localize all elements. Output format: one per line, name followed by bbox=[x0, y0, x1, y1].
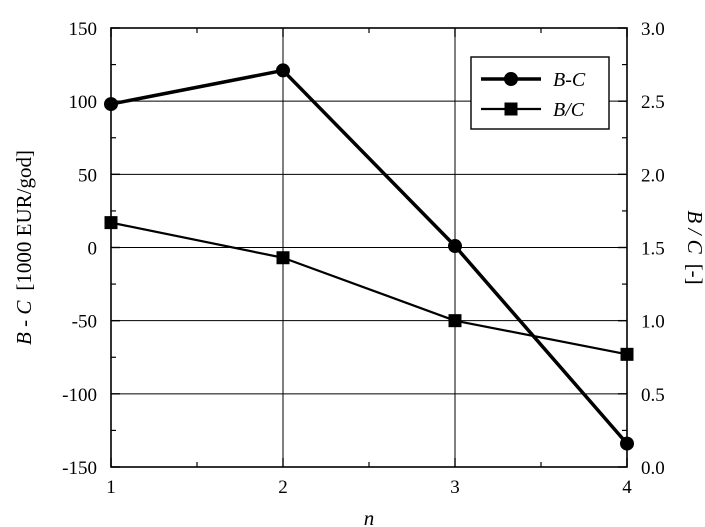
data-point-square bbox=[276, 251, 290, 265]
ticks: 1 2 3 4 -150 -100 -50 0 50 100 150 0.0 0.5 1.0 1.5 2.0 2… bbox=[62, 19, 665, 498]
legend-label: B/C bbox=[553, 99, 585, 121]
y-left-tick-label: -150 bbox=[62, 458, 97, 479]
series-b-over-c bbox=[104, 216, 634, 361]
legend-box bbox=[470, 56, 610, 130]
y-left-tick-label: 50 bbox=[78, 165, 97, 186]
legend: B-C B/C bbox=[470, 56, 610, 130]
y-right-tick-label: 0.0 bbox=[641, 458, 665, 479]
grid bbox=[111, 28, 627, 467]
x-tick-label: 3 bbox=[450, 477, 460, 498]
x-tick-label: 4 bbox=[622, 477, 632, 498]
series-b-minus-c bbox=[104, 63, 634, 451]
data-point-square bbox=[448, 314, 462, 328]
y-left-title-italic: B - C bbox=[12, 300, 36, 345]
legend-items: B-C B/C bbox=[481, 69, 586, 121]
y-left-tick-label: 150 bbox=[69, 19, 98, 40]
x-axis-title: n bbox=[364, 506, 375, 527]
y-left-title-unit: [1000 EUR/god] bbox=[12, 150, 36, 291]
y-right-title-unit: [-] bbox=[683, 264, 705, 285]
legend-item: B/C bbox=[481, 99, 585, 121]
y-right-tick-label: 1.0 bbox=[641, 312, 665, 333]
x-tick-label: 1 bbox=[106, 477, 116, 498]
data-point-circle bbox=[448, 239, 462, 254]
legend-label: B-C bbox=[553, 69, 586, 91]
legend-item: B-C bbox=[481, 69, 586, 91]
y-left-tick-label: -50 bbox=[72, 312, 97, 333]
x-tick-label: 2 bbox=[278, 477, 288, 498]
y-left-axis-title: B - C [1000 EUR/god] bbox=[12, 150, 36, 345]
y-left-tick-label: 100 bbox=[69, 92, 98, 113]
y-right-tick-label: 1.5 bbox=[641, 239, 665, 260]
legend-marker-circle bbox=[504, 72, 518, 86]
y-right-tick-label: 3.0 bbox=[641, 19, 665, 40]
y-right-tick-label: 2.5 bbox=[641, 92, 665, 113]
y-right-tick-label: 2.0 bbox=[641, 165, 665, 186]
y-right-title-italic: B / C bbox=[683, 210, 705, 254]
y-right-axis-title: B / C [-] bbox=[683, 210, 705, 284]
series-line bbox=[110, 68, 629, 445]
series-line bbox=[110, 221, 628, 356]
y-left-tick-label: -100 bbox=[62, 385, 97, 406]
y-left-tick-label: 0 bbox=[88, 239, 98, 260]
y-right-tick-label: 0.5 bbox=[641, 385, 665, 406]
data-point-circle bbox=[276, 63, 290, 78]
series-layer bbox=[104, 63, 634, 451]
legend-marker-square bbox=[504, 102, 518, 116]
